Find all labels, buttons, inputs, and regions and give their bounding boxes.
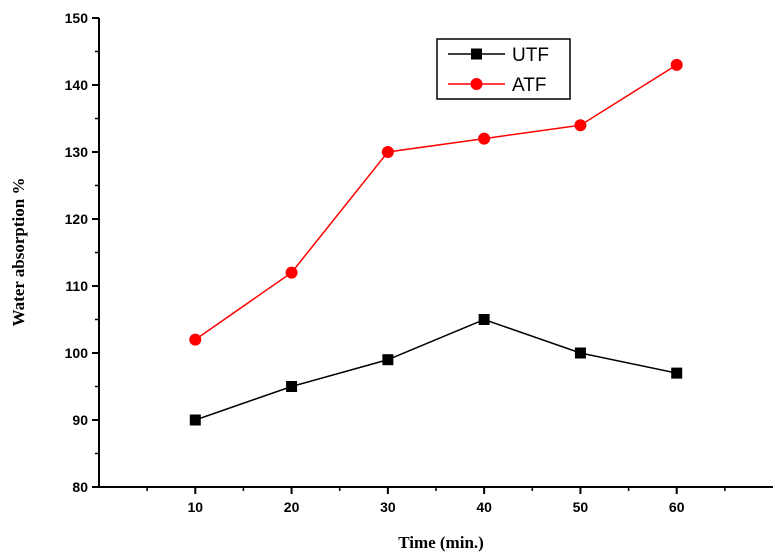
x-tick-label: 60 — [669, 499, 685, 515]
y-tick-label: 80 — [72, 479, 88, 495]
y-tick-label: 110 — [65, 278, 88, 294]
ticks: 80 90 100 110 120 130 140 150 10 20 30 40 50 60 — [65, 10, 726, 515]
x-tick-label: 20 — [284, 499, 300, 515]
x-tick-label: 40 — [476, 499, 492, 515]
y-tick-label: 140 — [65, 77, 89, 93]
y-tick-label: 100 — [65, 345, 89, 361]
legend-marker — [470, 78, 483, 90]
data-point — [285, 266, 298, 279]
data-point — [574, 347, 586, 359]
data-point — [670, 58, 683, 71]
legend-marker — [471, 48, 482, 60]
legend-label: UTF — [512, 45, 549, 66]
data-point — [286, 381, 298, 392]
x-tick-label: 30 — [380, 499, 396, 515]
y-tick-label: 90 — [72, 412, 88, 428]
series-line — [195, 318, 677, 421]
data-point — [478, 314, 490, 325]
series-layer — [189, 58, 683, 426]
x-axis-title: Time (min.) — [398, 533, 484, 552]
y-tick-label: 130 — [65, 144, 89, 160]
y-axis-title: Water absorption % — [9, 178, 28, 327]
y-tick-label: 150 — [65, 10, 89, 26]
data-point — [189, 414, 201, 426]
data-point — [189, 333, 202, 346]
data-point — [478, 132, 491, 145]
x-tick-label: 50 — [573, 499, 589, 515]
data-point — [671, 367, 683, 379]
x-tick-label: 10 — [187, 499, 203, 515]
legend-box — [436, 38, 571, 100]
data-point — [381, 146, 394, 158]
series-atf — [189, 58, 683, 346]
series-utf — [189, 314, 683, 426]
legend-label: ATF — [512, 75, 546, 96]
data-point — [574, 119, 587, 132]
y-tick-label: 120 — [65, 211, 89, 227]
legend: UTF ATF — [436, 38, 571, 100]
data-point — [382, 354, 394, 366]
series-line — [194, 64, 678, 341]
